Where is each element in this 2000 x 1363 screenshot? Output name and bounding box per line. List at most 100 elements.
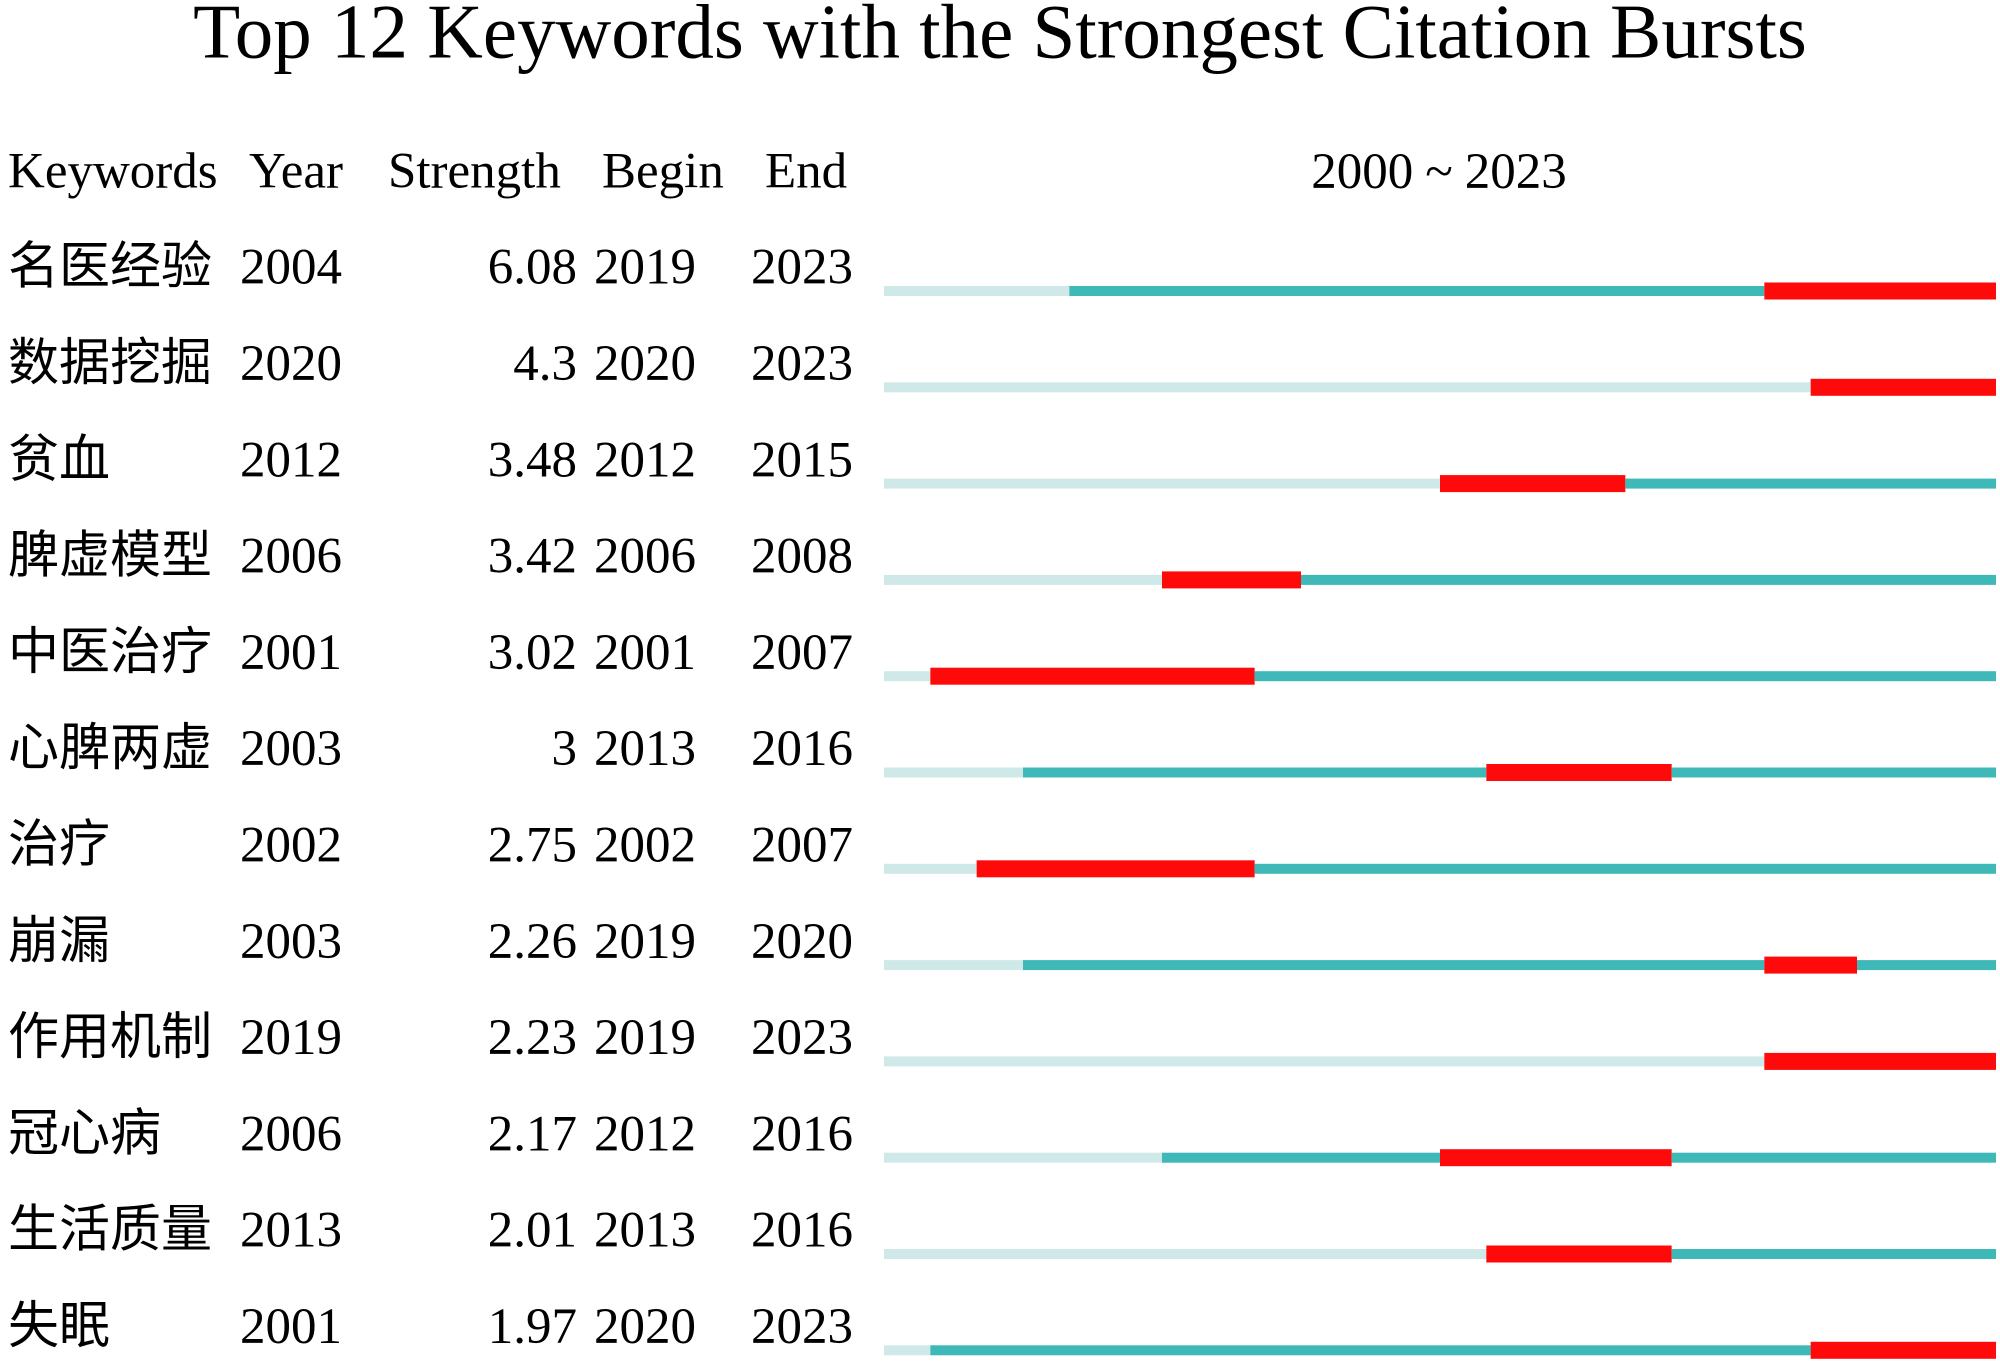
burst-segment xyxy=(1764,282,1996,300)
burst-segment xyxy=(1810,378,1996,396)
end: 2016 xyxy=(751,1106,853,1162)
end: 2023 xyxy=(751,1010,853,1066)
range-label: 2000 ~2023 xyxy=(1311,144,1567,200)
strength: 4.3 xyxy=(513,336,577,392)
year: 2004 xyxy=(240,240,342,296)
strength: 2.23 xyxy=(488,1010,577,1066)
burst-segment xyxy=(1764,1052,1996,1070)
strength: 3.42 xyxy=(488,529,577,585)
post-burst-segment xyxy=(1671,767,1996,778)
strength: 2.26 xyxy=(488,914,577,970)
strength: 3.02 xyxy=(488,625,577,681)
burst-segment xyxy=(1486,1245,1672,1263)
strength: 2.01 xyxy=(488,1203,577,1259)
pre-year-segment xyxy=(884,478,1440,489)
active-segment xyxy=(1023,960,1765,971)
pre-year-segment xyxy=(884,671,931,682)
burst-segment xyxy=(1764,956,1857,974)
begin: 2019 xyxy=(594,240,696,296)
keyword: 失眠 xyxy=(8,1299,110,1355)
begin: 2006 xyxy=(594,529,696,585)
keyword: 心脾两虚 xyxy=(8,721,212,777)
keyword: 作用机制 xyxy=(8,1010,212,1066)
keyword: 贫血 xyxy=(8,432,110,488)
burst-segment xyxy=(930,667,1255,685)
keyword: 治疗 xyxy=(8,818,110,874)
column-header: End xyxy=(765,144,847,200)
pre-year-segment xyxy=(884,1056,1765,1067)
end: 2016 xyxy=(751,1203,853,1259)
begin: 2013 xyxy=(594,1203,696,1259)
keyword: 崩漏 xyxy=(8,914,110,970)
year: 2012 xyxy=(240,432,342,488)
begin: 2020 xyxy=(594,1299,696,1355)
end: 2015 xyxy=(751,432,853,488)
year: 2002 xyxy=(240,818,342,874)
year: 2003 xyxy=(240,721,342,777)
post-burst-segment xyxy=(1254,863,1996,874)
begin: 2020 xyxy=(594,336,696,392)
begin: 2019 xyxy=(594,914,696,970)
pre-year-segment xyxy=(884,960,1023,971)
active-segment xyxy=(1069,286,1765,296)
begin: 2001 xyxy=(594,625,696,681)
pre-year-segment xyxy=(884,574,1162,585)
burst-segment xyxy=(976,860,1255,878)
keyword: 数据挖掘 xyxy=(8,336,212,392)
pre-year-segment xyxy=(884,767,1023,778)
year: 2006 xyxy=(240,1106,342,1162)
post-burst-segment xyxy=(1671,1152,1996,1163)
burst-segment xyxy=(1486,764,1672,781)
column-header: Year xyxy=(249,144,343,200)
pre-year-segment xyxy=(884,863,977,874)
begin: 2012 xyxy=(594,1106,696,1162)
burst-segment xyxy=(1162,571,1301,589)
keyword: 冠心病 xyxy=(8,1106,161,1162)
column-header: Begin xyxy=(602,144,724,200)
post-burst-segment xyxy=(1671,1249,1996,1259)
pre-year-segment xyxy=(884,286,1070,296)
strength: 1.97 xyxy=(488,1299,577,1355)
begin: 2019 xyxy=(594,1010,696,1066)
pre-year-segment xyxy=(884,1345,931,1356)
title: Top 12 Keywords with the Strongest Citat… xyxy=(193,0,1807,75)
strength: 2.17 xyxy=(488,1106,577,1162)
post-burst-segment xyxy=(1857,960,1996,971)
post-burst-segment xyxy=(1254,671,1996,682)
end: 2007 xyxy=(751,625,853,681)
keyword: 脾虚模型 xyxy=(8,529,212,585)
active-segment xyxy=(1023,767,1487,778)
range-start: 2000 xyxy=(1311,144,1413,200)
burst-segment xyxy=(1440,1149,1672,1167)
year: 2013 xyxy=(240,1203,342,1259)
year: 2003 xyxy=(240,914,342,970)
strength: 3 xyxy=(552,721,578,777)
year: 2001 xyxy=(240,1299,342,1355)
burst-segment xyxy=(1440,475,1626,493)
begin: 2002 xyxy=(594,818,696,874)
pre-year-segment xyxy=(884,1249,1487,1259)
strength: 3.48 xyxy=(488,432,577,488)
strength: 2.75 xyxy=(488,818,577,874)
active-segment xyxy=(930,1345,1811,1356)
active-segment xyxy=(1162,1152,1440,1163)
pre-year-segment xyxy=(884,382,1811,393)
keyword: 名医经验 xyxy=(8,240,212,296)
end: 2020 xyxy=(751,914,853,970)
column-header: Strength xyxy=(388,144,561,200)
keyword: 中医治疗 xyxy=(8,625,212,681)
begin: 2013 xyxy=(594,721,696,777)
year: 2019 xyxy=(240,1010,342,1066)
begin: 2012 xyxy=(594,432,696,488)
year: 2020 xyxy=(240,336,342,392)
column-header: Keywords xyxy=(8,144,218,200)
end: 2023 xyxy=(751,336,853,392)
keyword: 生活质量 xyxy=(8,1203,212,1259)
pre-year-segment xyxy=(884,1152,1162,1163)
end: 2023 xyxy=(751,240,853,296)
range-end: 2023 xyxy=(1465,144,1567,200)
year: 2006 xyxy=(240,529,342,585)
end: 2007 xyxy=(751,818,853,874)
end: 2023 xyxy=(751,1299,853,1355)
